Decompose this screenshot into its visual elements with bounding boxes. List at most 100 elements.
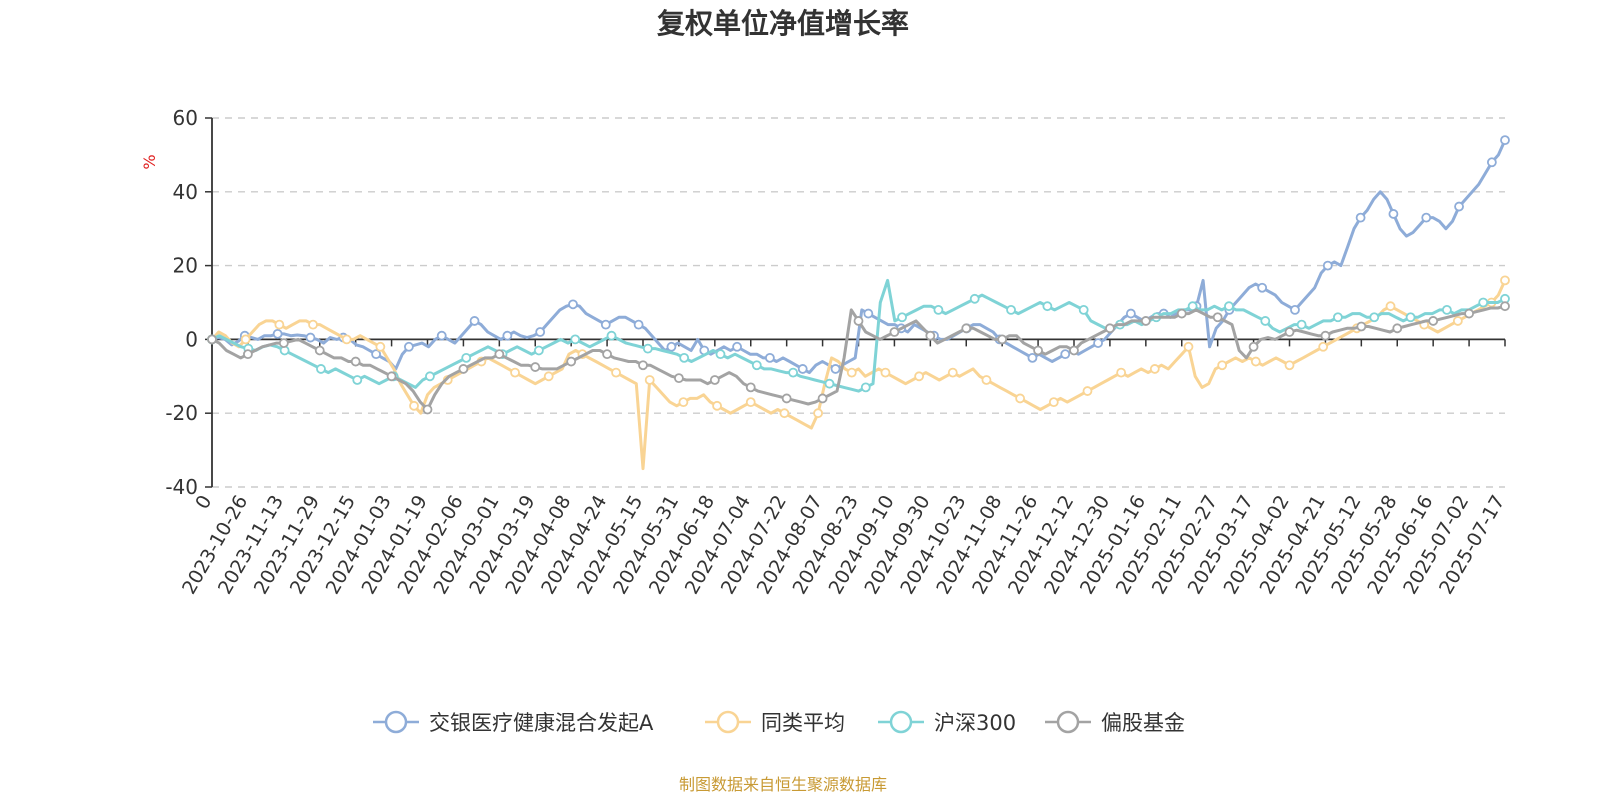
series-marker-1	[1452, 316, 1463, 326]
legend: 交银医疗健康混合发起A 同类平均 沪深300 偏股基金	[373, 710, 1185, 735]
x-tick-label: 0	[191, 492, 216, 513]
series-marker-0	[404, 341, 414, 352]
series-line-1	[210, 278, 1507, 471]
series-marker-3	[674, 373, 684, 384]
legend-item-1[interactable]: 同类平均	[705, 710, 845, 735]
series-marker-3	[638, 360, 648, 371]
series-marker-2	[1078, 304, 1089, 315]
series-marker-2	[642, 343, 653, 354]
legend-swatch-circle-icon	[716, 710, 740, 734]
axes: 6040200-20-4002023-10-262023-11-132023-1…	[165, 106, 1509, 598]
series-marker-3	[602, 349, 612, 360]
series-marker-0	[1290, 304, 1300, 315]
series-marker-0	[1060, 349, 1071, 360]
series-marker-0	[764, 352, 775, 363]
series-marker-3	[1176, 308, 1187, 319]
series-marker-1	[1385, 301, 1396, 312]
series-marker-3	[243, 349, 253, 360]
y-tick-label: -20	[165, 401, 198, 425]
series-marker-2	[425, 371, 435, 382]
legend-label: 沪深300	[934, 711, 1016, 735]
legend-item-3[interactable]: 偏股基金	[1045, 710, 1185, 735]
legend-swatch-circle-icon	[384, 710, 408, 734]
series-marker-1	[1015, 393, 1026, 404]
series-marker-2	[533, 345, 544, 356]
series-marker-3	[350, 356, 361, 367]
series-marker-0	[1027, 352, 1038, 363]
series-marker-1	[1217, 360, 1228, 371]
series-marker-1	[1149, 364, 1160, 374]
series-marker-3	[278, 338, 289, 348]
series-marker-3	[566, 356, 577, 367]
series-marker-0	[1257, 282, 1268, 293]
series-marker-3	[1248, 341, 1259, 352]
legend-swatch-circle-icon	[889, 710, 913, 734]
series-marker-1	[1318, 341, 1329, 352]
legend-swatch-circle-icon	[1056, 710, 1080, 734]
series-marker-3	[1464, 308, 1474, 319]
series-marker-0	[1125, 308, 1136, 319]
series-marker-3	[961, 323, 972, 334]
series-marker-0	[1093, 338, 1103, 348]
chart-title: 复权单位净值增长率	[657, 7, 909, 40]
y-tick-label: 40	[173, 180, 198, 204]
y-tick-label: 0	[185, 327, 198, 351]
series-marker-1	[274, 319, 285, 330]
series-marker-2	[679, 352, 690, 363]
series-marker-0	[1421, 212, 1432, 223]
plot-area	[207, 135, 1510, 471]
series-marker-3	[494, 349, 505, 360]
series-marker-1	[1284, 360, 1295, 371]
series-marker-3	[207, 334, 217, 345]
y-tick-label: -40	[165, 475, 198, 499]
series-marker-3	[1069, 345, 1079, 356]
series-marker-2	[1478, 297, 1489, 308]
series-marker-2	[933, 304, 944, 315]
y-tick-label: 20	[173, 254, 198, 278]
series-marker-1	[813, 408, 823, 419]
series-marker-0	[1322, 260, 1333, 271]
series-marker-2	[570, 334, 581, 345]
series-marker-3	[1428, 316, 1439, 326]
series-marker-2	[1441, 304, 1452, 315]
series-marker-0	[272, 328, 283, 339]
series-marker-1	[240, 334, 251, 345]
legend-label: 同类平均	[761, 711, 845, 735]
series-marker-1	[712, 400, 722, 411]
series-marker-0	[1355, 212, 1366, 223]
series-marker-2	[824, 378, 835, 389]
series-marker-0	[732, 341, 742, 352]
series-marker-1	[846, 367, 857, 378]
series-marker-1	[1183, 341, 1194, 352]
series-marker-0	[1388, 209, 1399, 219]
series-marker-3	[709, 375, 720, 385]
series-marker-2	[1224, 301, 1234, 312]
series-marker-2	[715, 349, 726, 360]
series-marker-1	[375, 341, 386, 352]
series-marker-1	[678, 397, 689, 408]
legend-item-2[interactable]: 沪深300	[878, 710, 1016, 735]
data-source-note: 制图数据来自恒生聚源数据库	[679, 775, 887, 794]
series-marker-2	[897, 312, 907, 323]
series-marker-2	[751, 360, 762, 371]
series-marker-1	[341, 334, 352, 345]
series-marker-0	[305, 332, 316, 343]
series-marker-1	[779, 408, 790, 419]
series-marker-0	[666, 341, 677, 352]
series-marker-1	[409, 400, 419, 411]
series-marker-3	[1284, 327, 1295, 337]
series-marker-3	[997, 334, 1008, 345]
legend-item-0[interactable]: 交银医疗健康混合发起A	[373, 710, 654, 735]
y-tick-label: 60	[173, 106, 198, 130]
series-marker-0	[600, 319, 611, 330]
series-marker-2	[860, 382, 871, 393]
series-marker-1	[745, 397, 756, 408]
series-marker-0	[1486, 157, 1497, 168]
series-marker-0	[535, 327, 546, 337]
series-marker-2	[1405, 312, 1416, 323]
series-marker-1	[644, 375, 655, 385]
series-marker-2	[1006, 304, 1016, 315]
series-marker-0	[1500, 135, 1510, 146]
series-marker-0	[469, 316, 480, 326]
